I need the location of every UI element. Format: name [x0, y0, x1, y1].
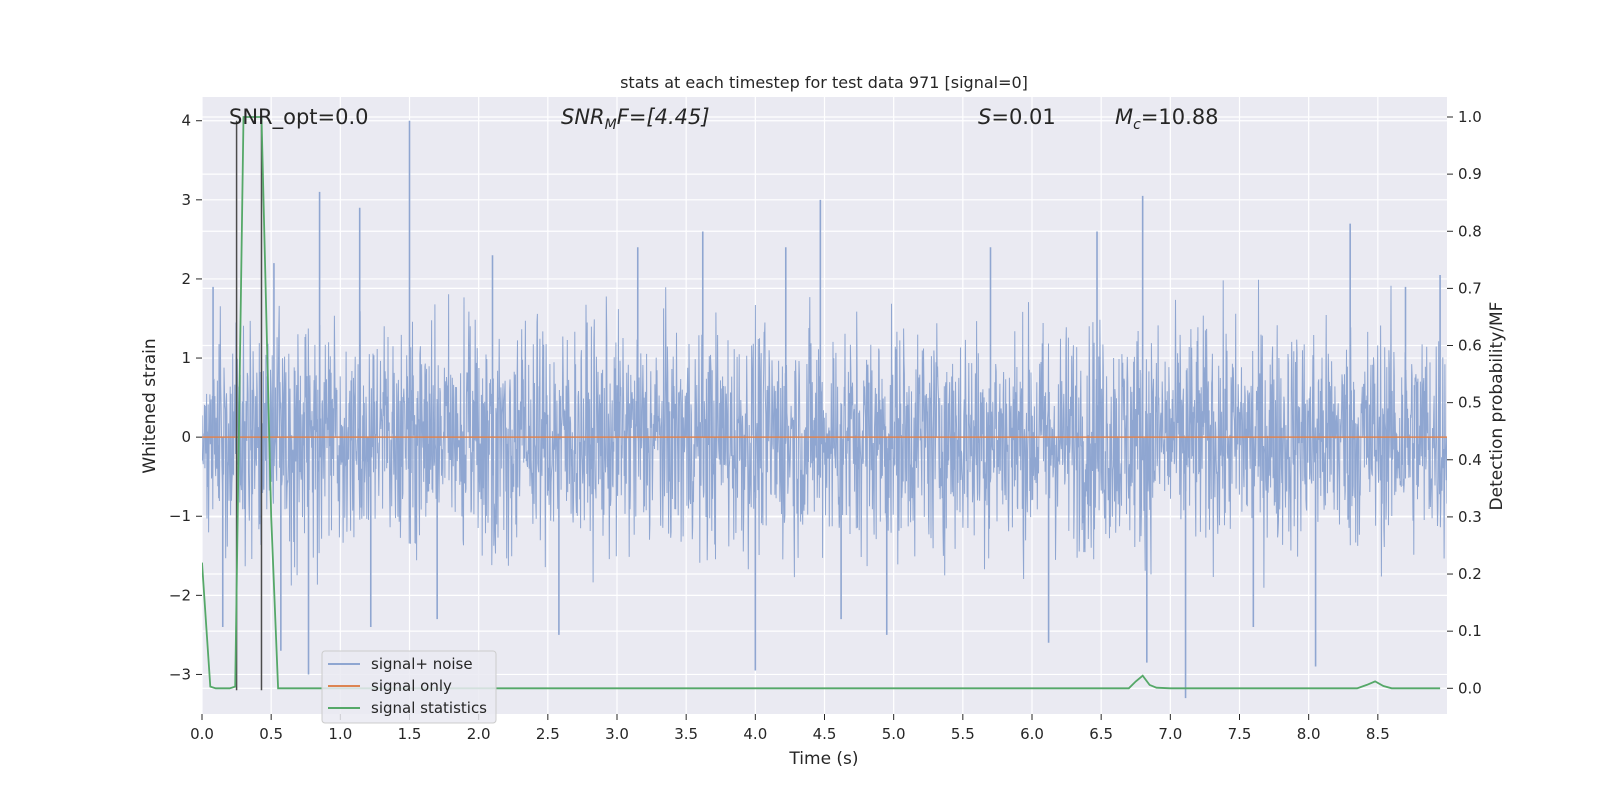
annotation-s-base: S — [978, 105, 991, 129]
annotation-mc-sub: c — [1133, 117, 1141, 133]
y-tick-label-left: 0 — [181, 428, 191, 446]
annotation-snr-mf-base: SNR — [561, 105, 605, 129]
x-tick-label: 7.5 — [1228, 725, 1252, 743]
legend-box — [321, 650, 497, 724]
grid-layer — [201, 97, 1447, 714]
x-tick-label: 8.0 — [1297, 725, 1321, 743]
x-tick-label: 3.5 — [674, 725, 698, 743]
chart-title: stats at each timestep for test data 971… — [620, 73, 1028, 92]
x-tick-label: 5.0 — [882, 725, 906, 743]
y-tick-label-right: 0.3 — [1458, 508, 1482, 526]
x-tick-label: 4.0 — [743, 725, 767, 743]
y-tick-label-right: 0.7 — [1458, 279, 1482, 297]
x-axis-label: Time (s) — [788, 749, 858, 769]
y-tick-label-right: 0.9 — [1458, 165, 1482, 183]
y-tick-label-right: 1.0 — [1458, 108, 1482, 126]
y-ticks-left: 4 3 2 1 0 −1 −2 −3 — [169, 112, 202, 683]
signal-noise-series — [202, 120, 1447, 699]
annotation-s-rest: =0.01 — [991, 105, 1055, 129]
x-tick-label: 8.5 — [1366, 725, 1390, 743]
annotation-snr-opt: SNR_opt=0.0 — [229, 105, 369, 130]
annotation-snr-mf-rest: F=[4.45] — [617, 105, 710, 129]
y-ticks-right: 1.0 0.9 0.8 0.7 0.6 0.5 0.4 0.3 0.2 0.1 0.0 — [1447, 108, 1482, 697]
x-ticks: 0.0 0.5 1.0 1.5 2.0 2.5 3.0 3.5 4.0 4.5 5.0 5.5 6.0 6… — [190, 714, 1390, 743]
y-tick-label-left: 4 — [181, 112, 191, 130]
x-tick-label: 4.5 — [813, 725, 837, 743]
legend-label-signal-noise: signal+ noise — [371, 655, 473, 673]
y-tick-label-right: 0.0 — [1458, 679, 1482, 697]
x-tick-label: 6.0 — [1020, 725, 1044, 743]
annotation-snr-mf: SNRMF=[4.45] — [561, 105, 710, 133]
y-tick-label-right: 0.2 — [1458, 565, 1482, 583]
x-tick-label: 0.5 — [259, 725, 283, 743]
y-tick-label-left: −3 — [169, 665, 191, 683]
x-tick-label: 0.0 — [190, 725, 214, 743]
x-tick-label: 5.5 — [951, 725, 975, 743]
annotation-snr-mf-sub: M — [605, 117, 617, 133]
y-tick-label-left: 1 — [181, 349, 191, 367]
x-tick-label: 6.5 — [1089, 725, 1113, 743]
legend-label-signal-statistics: signal statistics — [371, 699, 487, 717]
y-tick-label-right: 0.1 — [1458, 622, 1482, 640]
x-tick-label: 1.0 — [328, 725, 352, 743]
x-tick-label: 7.0 — [1158, 725, 1182, 743]
y-tick-label-left: −1 — [169, 507, 191, 525]
legend-label-signal-only: signal only — [371, 677, 452, 695]
y-axis-label-right: Detection probability/MF — [1487, 302, 1507, 511]
x-tick-label: 1.5 — [398, 725, 422, 743]
legend: signal+ noise signal only signal statist… — [321, 650, 497, 724]
y-axis-label-left: Whitened strain — [140, 338, 160, 473]
x-tick-label: 3.0 — [605, 725, 629, 743]
x-tick-label: 2.5 — [536, 725, 560, 743]
y-tick-label-right: 0.4 — [1458, 451, 1482, 469]
y-tick-label-left: 2 — [181, 270, 191, 288]
line-series-layer — [202, 116, 1447, 691]
annotation-s: S=0.01 — [978, 105, 1056, 129]
y-tick-label-left: −2 — [169, 586, 191, 604]
y-tick-label-right: 0.5 — [1458, 394, 1482, 412]
y-tick-label-left: 3 — [181, 191, 191, 209]
signal-statistics-line — [202, 116, 1441, 690]
annotation-mc-rest: =10.88 — [1141, 105, 1219, 129]
annotation-mc-base: M — [1115, 105, 1133, 129]
annotation-mc: Mc=10.88 — [1115, 105, 1219, 133]
signal-noise-trace — [202, 279, 1447, 588]
y-tick-label-right: 0.6 — [1458, 337, 1482, 355]
y-tick-label-right: 0.8 — [1458, 222, 1482, 240]
x-tick-label: 2.0 — [467, 725, 491, 743]
